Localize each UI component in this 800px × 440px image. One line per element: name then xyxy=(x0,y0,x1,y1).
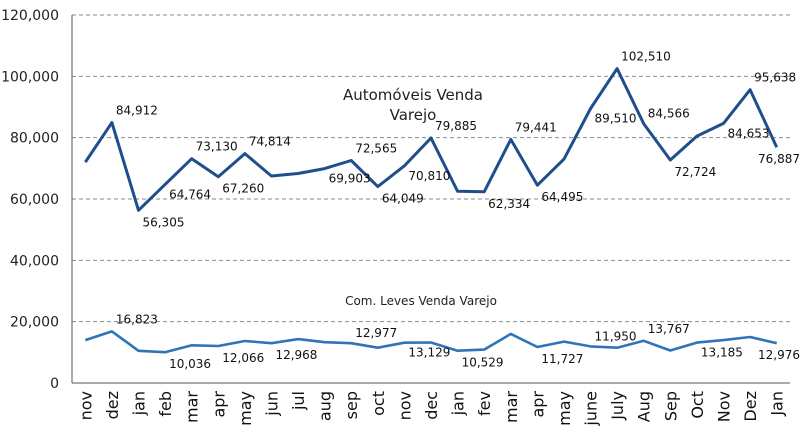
data-label: 84,912 xyxy=(116,104,158,118)
x-tick-label: aug xyxy=(316,391,335,421)
x-tick-label: dez xyxy=(103,391,122,419)
x-tick-label: jul xyxy=(289,391,308,411)
data-label: 11,727 xyxy=(541,352,583,366)
series xyxy=(84,67,779,354)
data-label: 73,130 xyxy=(196,140,238,154)
data-label: 79,885 xyxy=(435,119,477,133)
series-title-line: Varejo xyxy=(390,106,437,124)
data-label: 79,441 xyxy=(515,120,557,134)
x-tick-label: July xyxy=(608,391,627,421)
data-label: 10,036 xyxy=(169,357,211,371)
data-label: 84,566 xyxy=(648,107,690,121)
data-label: 13,185 xyxy=(701,346,743,360)
data-label: 74,814 xyxy=(249,135,291,149)
data-label: 56,305 xyxy=(142,215,184,229)
data-label: 84,653 xyxy=(728,126,770,140)
x-tick-label: nov xyxy=(395,391,414,420)
x-tick-label: feb xyxy=(156,391,175,417)
x-tick-label: jun xyxy=(262,391,281,417)
x-tick-label: Oct xyxy=(688,391,707,419)
data-label: 64,049 xyxy=(382,192,424,206)
y-tick-label: 20,000 xyxy=(10,315,59,331)
x-tick-label: dec xyxy=(422,391,441,420)
data-label: 72,724 xyxy=(674,165,716,179)
x-tick-label: mar xyxy=(502,391,521,423)
x-tick-label: nov xyxy=(76,391,95,420)
x-axis-ticks: nov dez jan feb mar apr may jun jul aug sep oct nov d… xyxy=(76,391,786,427)
x-tick-label: Jan xyxy=(768,391,787,417)
data-label: 12,976 xyxy=(758,348,800,362)
x-tick-label: Aug xyxy=(635,391,654,422)
x-tick-label: jan xyxy=(129,391,148,416)
y-tick-label: 80,000 xyxy=(10,131,59,147)
data-label: 76,887 xyxy=(758,152,800,166)
y-tick-label: 60,000 xyxy=(10,192,59,208)
series-title-line: Automóveis Venda xyxy=(343,86,483,104)
x-tick-label: Dez xyxy=(741,391,760,422)
data-label: 13,129 xyxy=(408,346,450,360)
x-tick-label: sep xyxy=(342,391,361,419)
data-label: 64,495 xyxy=(541,190,583,204)
x-tick-label: Sep xyxy=(661,391,680,421)
x-tick-label: may xyxy=(236,391,255,426)
x-tick-label: jan xyxy=(449,391,468,416)
data-label: 12,066 xyxy=(222,351,264,365)
data-label: 13,767 xyxy=(648,322,690,336)
x-tick-label: apr xyxy=(209,391,228,418)
gridlines xyxy=(72,14,790,323)
data-label: 69,903 xyxy=(329,172,371,186)
data-label: 102,510 xyxy=(621,50,671,64)
x-tick-label: Nov xyxy=(715,391,734,422)
series-titles: Automóveis Venda Varejo Com. Leves Venda V… xyxy=(343,86,497,308)
data-label: 16,823 xyxy=(116,312,158,326)
y-axis-ticks: 0 20,000 40,000 60,000 80,000 100,000 120,000 xyxy=(1,8,59,392)
x-tick-label: oct xyxy=(369,391,388,416)
data-label: 10,529 xyxy=(462,356,504,370)
series-line xyxy=(84,67,779,212)
series-line xyxy=(84,330,777,354)
data-label: 70,810 xyxy=(408,169,450,183)
data-label: 11,950 xyxy=(595,329,637,343)
x-tick-label: mar xyxy=(183,391,202,423)
data-label: 67,260 xyxy=(222,182,264,196)
data-label: 89,510 xyxy=(595,112,637,126)
data-label: 12,977 xyxy=(355,326,397,340)
data-label: 72,565 xyxy=(355,141,397,155)
series-title-line: Com. Leves Venda Varejo xyxy=(345,294,497,308)
data-label: 64,764 xyxy=(169,187,211,201)
data-label: 12,968 xyxy=(275,348,317,362)
y-tick-label: 40,000 xyxy=(10,253,59,269)
x-tick-label: apr xyxy=(528,391,547,418)
x-tick-label: may xyxy=(555,391,574,426)
axes xyxy=(71,15,790,384)
data-label: 62,334 xyxy=(488,197,530,211)
y-tick-label: 100,000 xyxy=(1,69,59,85)
data-labels: 84,912 56,305 64,764 73,130 67,260 74,814 69,9… xyxy=(116,50,800,372)
x-tick-label: june xyxy=(582,391,601,427)
data-label: 95,638 xyxy=(754,71,796,85)
y-tick-label: 120,000 xyxy=(1,8,59,24)
y-tick-label: 0 xyxy=(50,376,59,392)
x-tick-label: fev xyxy=(475,391,494,416)
